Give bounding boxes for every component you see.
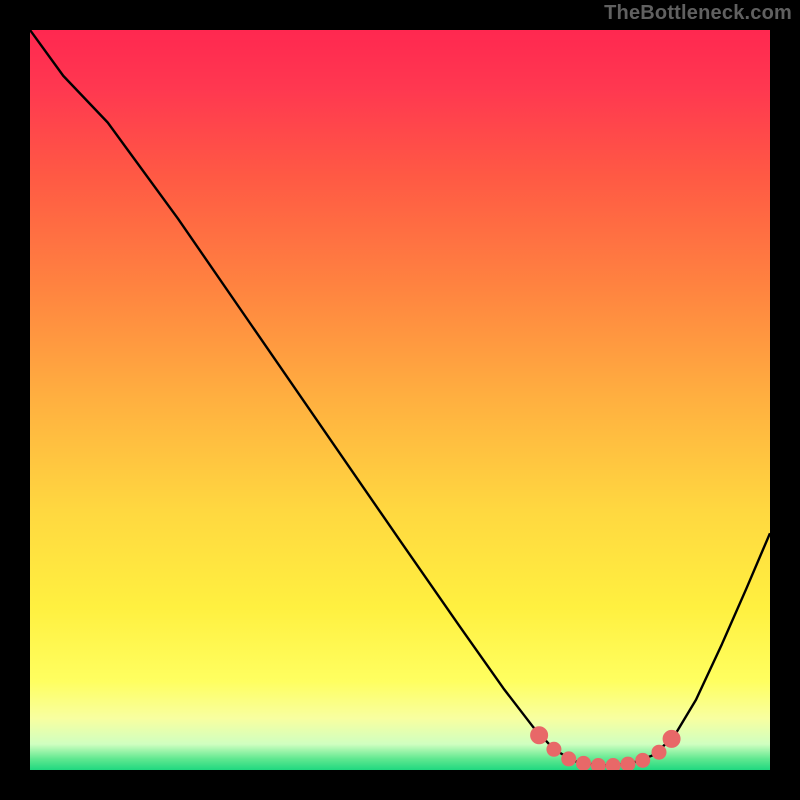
marker-point [531,727,548,744]
marker-point [591,759,605,773]
watermark-text: TheBottleneck.com [604,2,792,25]
marker-point [652,745,666,759]
gradient-background [30,30,770,770]
marker-point [621,757,635,771]
marker-point [606,759,620,773]
marker-point [663,730,680,747]
marker-point [562,752,576,766]
marker-point [636,753,650,767]
marker-point [547,742,561,756]
bottleneck-chart [0,0,800,800]
marker-point [577,756,591,770]
